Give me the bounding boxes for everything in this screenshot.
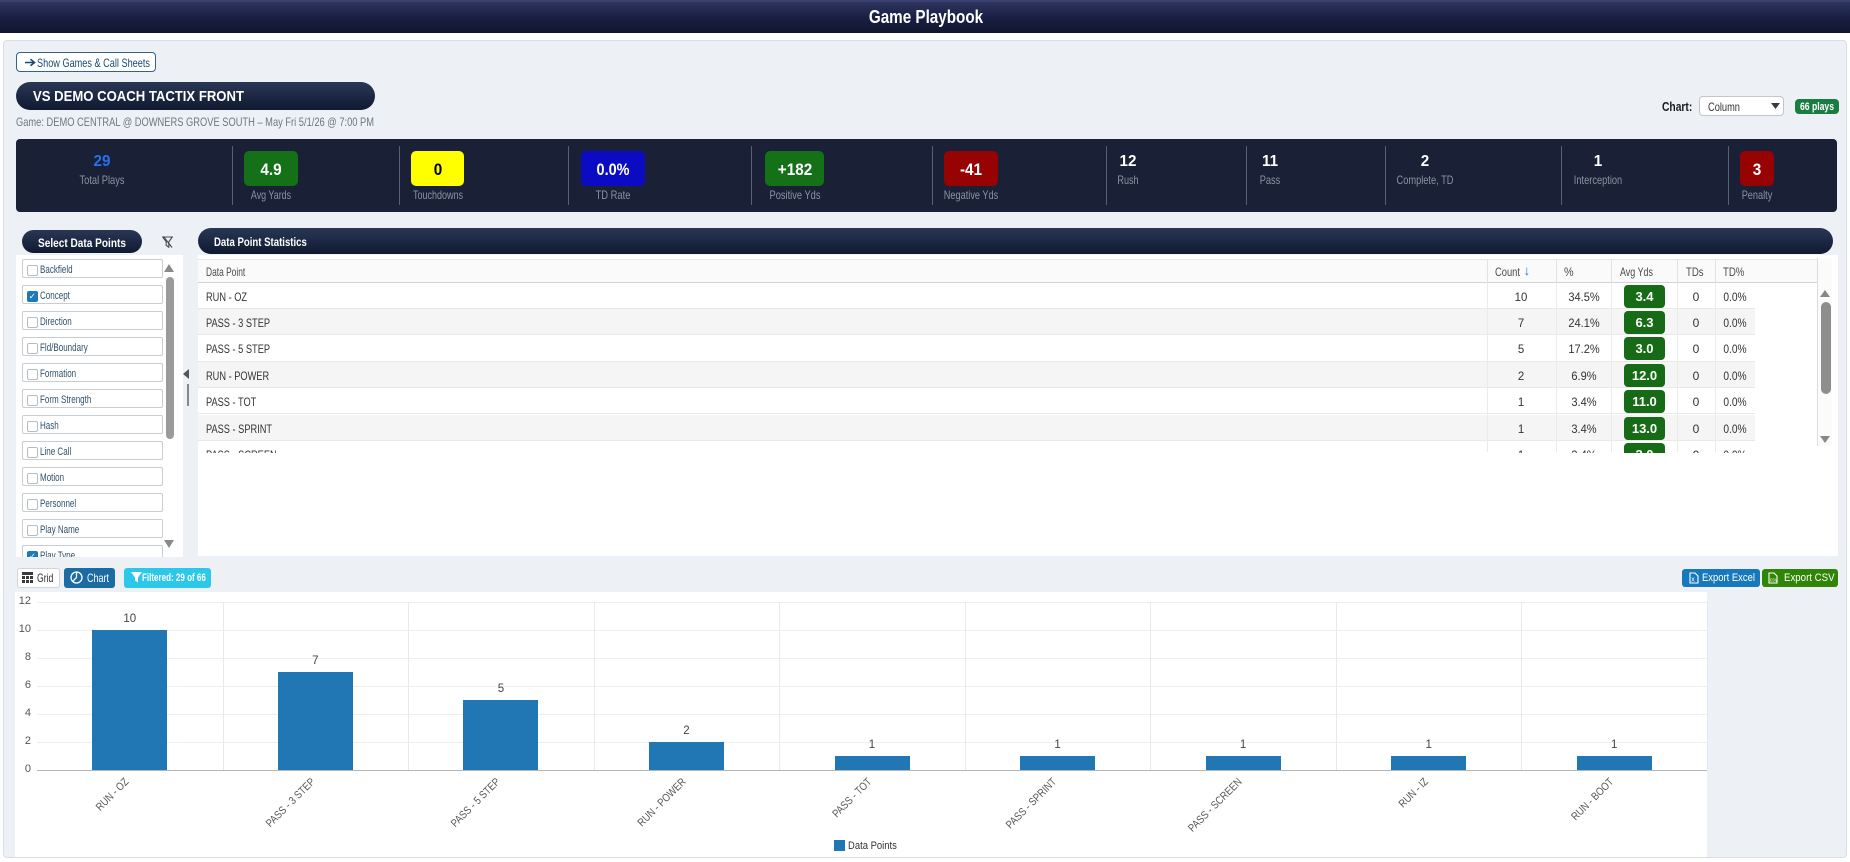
svg-text:csv: csv <box>1770 578 1778 584</box>
svg-text:x: x <box>1691 577 1695 584</box>
